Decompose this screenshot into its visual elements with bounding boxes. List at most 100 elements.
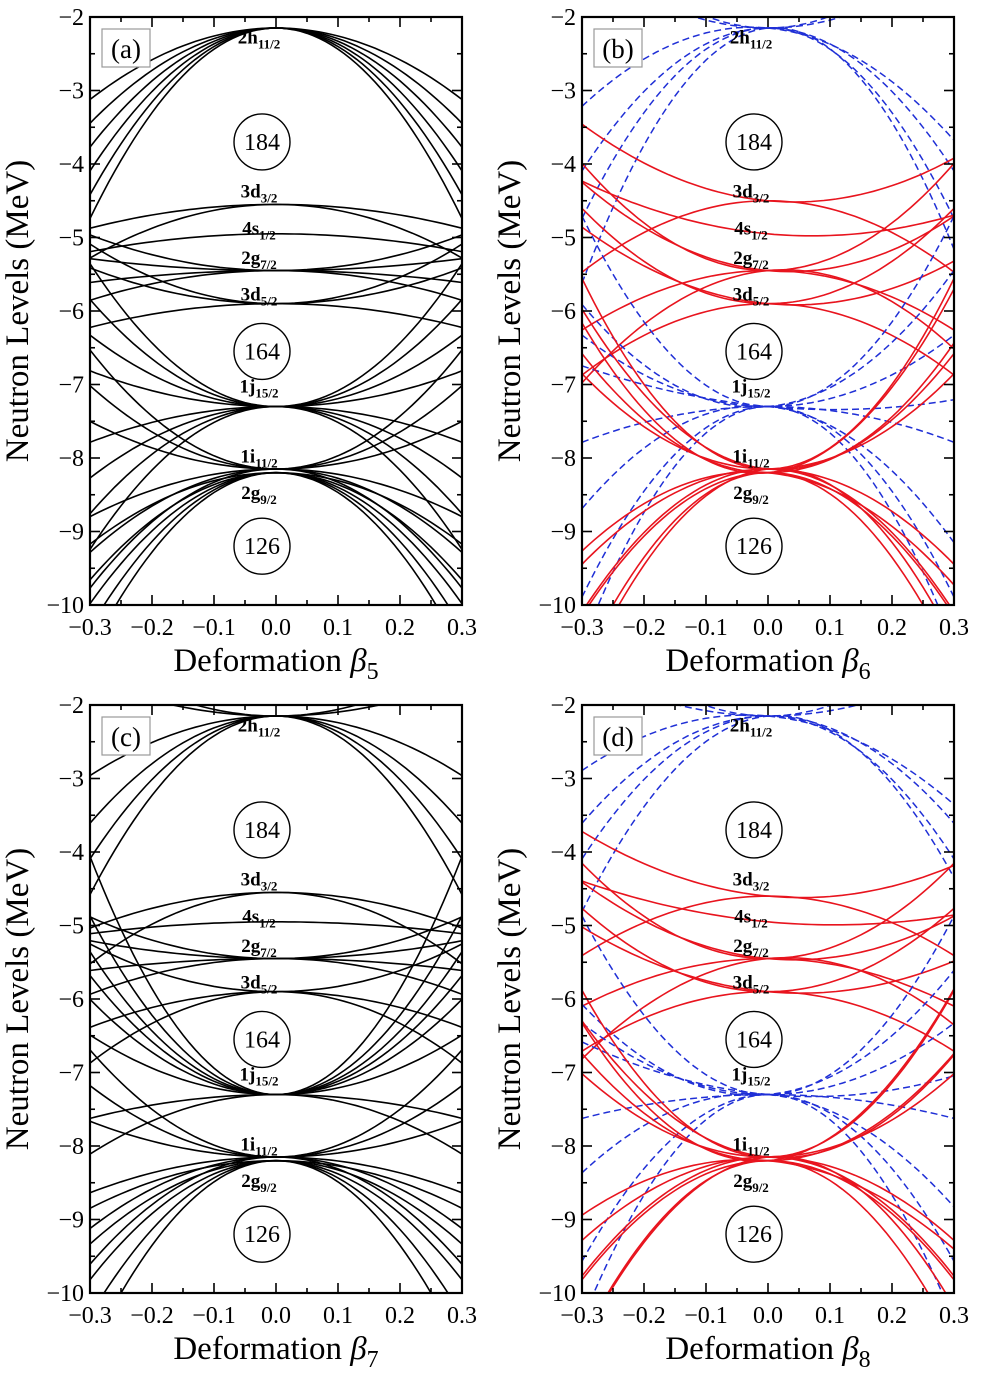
svg-text:184: 184 xyxy=(736,130,772,156)
x-axis-label: Deformation β5 xyxy=(173,643,378,685)
level-label: 3d3/2 xyxy=(733,182,770,206)
level-label: 2g7/2 xyxy=(733,936,769,960)
level-curve xyxy=(90,269,462,284)
y-tick-label: −2 xyxy=(550,693,576,719)
x-tick-label: 0.2 xyxy=(385,1303,415,1329)
magic-number: 126 xyxy=(233,1205,291,1263)
level-curve xyxy=(582,468,954,565)
y-axis-label: Neutron Levels (MeV) xyxy=(0,848,36,1150)
level-curve xyxy=(582,1041,954,1098)
level-curve xyxy=(582,915,954,1096)
x-tick-label: 0.1 xyxy=(323,1303,353,1329)
level-curve xyxy=(706,17,830,29)
magic-number: 184 xyxy=(725,801,783,859)
panel-c: −0.3 −0.2 −0.1 0.0 0.1 0.2 0.3 −10 −9 −8 −7 −6 −5 −4 −… xyxy=(0,693,477,1373)
x-tick-label: 0.2 xyxy=(877,615,907,641)
plot-frame xyxy=(88,703,464,1295)
level-curve xyxy=(702,705,834,717)
level-curve xyxy=(120,1159,432,1293)
magic-number: 184 xyxy=(233,113,291,171)
y-tick-label: −8 xyxy=(550,1134,576,1160)
x-tick-label: 0.1 xyxy=(815,615,845,641)
y-tick-label: −7 xyxy=(550,373,576,399)
magic-number: 184 xyxy=(233,801,291,859)
y-tick-label: −3 xyxy=(58,79,84,105)
y-tick-label: −6 xyxy=(550,299,576,325)
x-tick-label: −0.2 xyxy=(622,615,666,641)
level-curve xyxy=(90,891,462,965)
level-curve xyxy=(582,162,954,272)
level-label: 2g7/2 xyxy=(241,936,277,960)
y-tick-label: −2 xyxy=(58,693,84,719)
svg-text:126: 126 xyxy=(244,534,280,560)
svg-text:(a): (a) xyxy=(111,34,141,64)
level-curve xyxy=(582,288,954,474)
level-curve xyxy=(582,1156,954,1241)
level-label: 2h11/2 xyxy=(730,715,772,739)
y-tick-label: −5 xyxy=(58,226,84,252)
level-label: 3d5/2 xyxy=(733,285,770,309)
level-curve xyxy=(582,268,954,384)
level-label: 2g7/2 xyxy=(733,248,769,272)
level-curve xyxy=(90,915,462,1096)
level-label: 4s1/2 xyxy=(242,218,276,242)
curves-b xyxy=(582,17,954,605)
level-curve xyxy=(582,1093,954,1262)
svg-text:126: 126 xyxy=(244,1222,280,1248)
x-tick-label: −0.3 xyxy=(560,1303,604,1329)
x-tick-label: −0.3 xyxy=(68,1303,112,1329)
level-label: 2h11/2 xyxy=(238,27,280,51)
x-axis-label: Deformation β7 xyxy=(173,1331,378,1373)
level-label: 1j15/2 xyxy=(732,1065,771,1089)
svg-text:164: 164 xyxy=(736,1027,772,1053)
level-curve xyxy=(115,471,437,605)
y-tick-label: −2 xyxy=(550,5,576,31)
level-curve xyxy=(582,1093,954,1208)
svg-text:164: 164 xyxy=(736,339,772,365)
level-label: 2g9/2 xyxy=(241,483,277,507)
level-label: 3d3/2 xyxy=(241,870,278,894)
x-tick-label: 0.3 xyxy=(447,1303,477,1329)
level-curve xyxy=(582,334,954,408)
level-label: 4s1/2 xyxy=(734,218,768,242)
level-label: 1j15/2 xyxy=(240,1065,279,1089)
svg-text:164: 164 xyxy=(244,1027,280,1053)
y-tick-label: −4 xyxy=(550,840,576,866)
y-tick-label: −7 xyxy=(58,1061,84,1087)
x-tick-label: −0.2 xyxy=(130,1303,174,1329)
y-tick-label: −3 xyxy=(58,767,84,793)
panel-label: (d) xyxy=(593,716,643,756)
y-tick-label: −2 xyxy=(58,5,84,31)
panel-d: −0.3 −0.2 −0.1 0.0 0.1 0.2 0.3 −10 −9 −8 −7 −6 −5 −4 −… xyxy=(492,693,969,1373)
level-curve xyxy=(90,203,462,229)
level-label: 4s1/2 xyxy=(242,906,276,930)
y-tick-label: −10 xyxy=(46,593,84,619)
level-curve xyxy=(90,27,462,219)
svg-text:126: 126 xyxy=(736,534,772,560)
y-axis-label: Neutron Levels (MeV) xyxy=(0,160,36,462)
level-curve xyxy=(90,203,462,259)
level-label: 2g9/2 xyxy=(733,1171,769,1195)
level-label: 3d5/2 xyxy=(241,973,278,997)
y-tick-label: −5 xyxy=(550,226,576,252)
svg-text:126: 126 xyxy=(736,1222,772,1248)
magic-number: 126 xyxy=(725,1205,783,1263)
level-curve xyxy=(90,920,462,935)
x-tick-label: −0.3 xyxy=(68,615,112,641)
level-label: 3d3/2 xyxy=(733,870,770,894)
y-tick-label: −7 xyxy=(58,373,84,399)
svg-text:164: 164 xyxy=(244,339,280,365)
y-tick-label: −9 xyxy=(58,520,84,546)
level-curve xyxy=(90,405,462,550)
svg-text:184: 184 xyxy=(244,818,280,844)
x-tick-label: −0.1 xyxy=(684,1303,728,1329)
level-label: 3d5/2 xyxy=(241,285,278,309)
plot-frame xyxy=(88,15,464,607)
level-curve xyxy=(582,200,954,273)
level-curve xyxy=(582,956,954,1060)
y-tick-label: −5 xyxy=(550,914,576,940)
svg-text:(b): (b) xyxy=(602,34,633,64)
y-tick-label: −9 xyxy=(550,520,576,546)
x-tick-label: −0.3 xyxy=(560,615,604,641)
